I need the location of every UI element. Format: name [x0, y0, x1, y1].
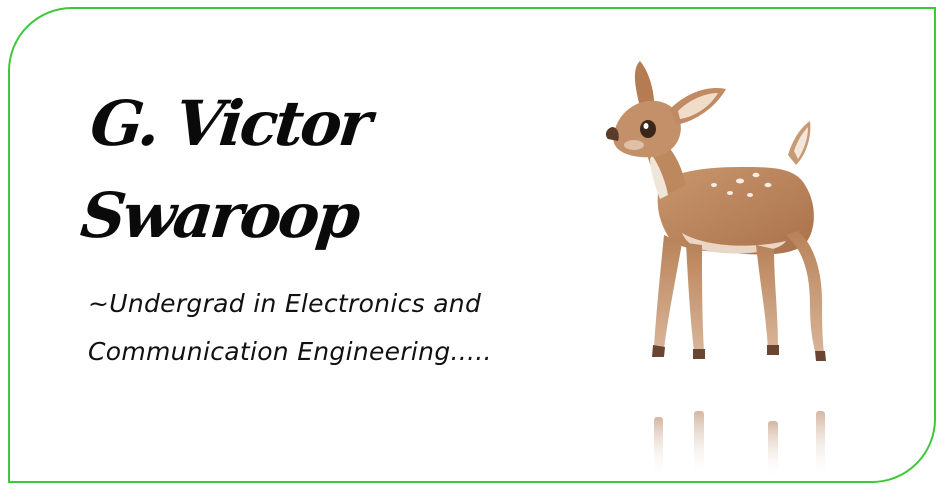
profile-tagline: ~Undergrad in Electronics and Communicat…: [88, 280, 548, 376]
fawn-illustration: [605, 61, 826, 479]
tagline-line-2: Communication Engineering.....: [88, 337, 492, 366]
tagline-line-1: ~Undergrad in Electronics and: [88, 289, 482, 318]
name-line-1: G. Victor: [87, 87, 373, 160]
profile-name: G. Victor Swaroop: [76, 78, 435, 262]
name-line-2: Swaroop: [77, 179, 362, 252]
